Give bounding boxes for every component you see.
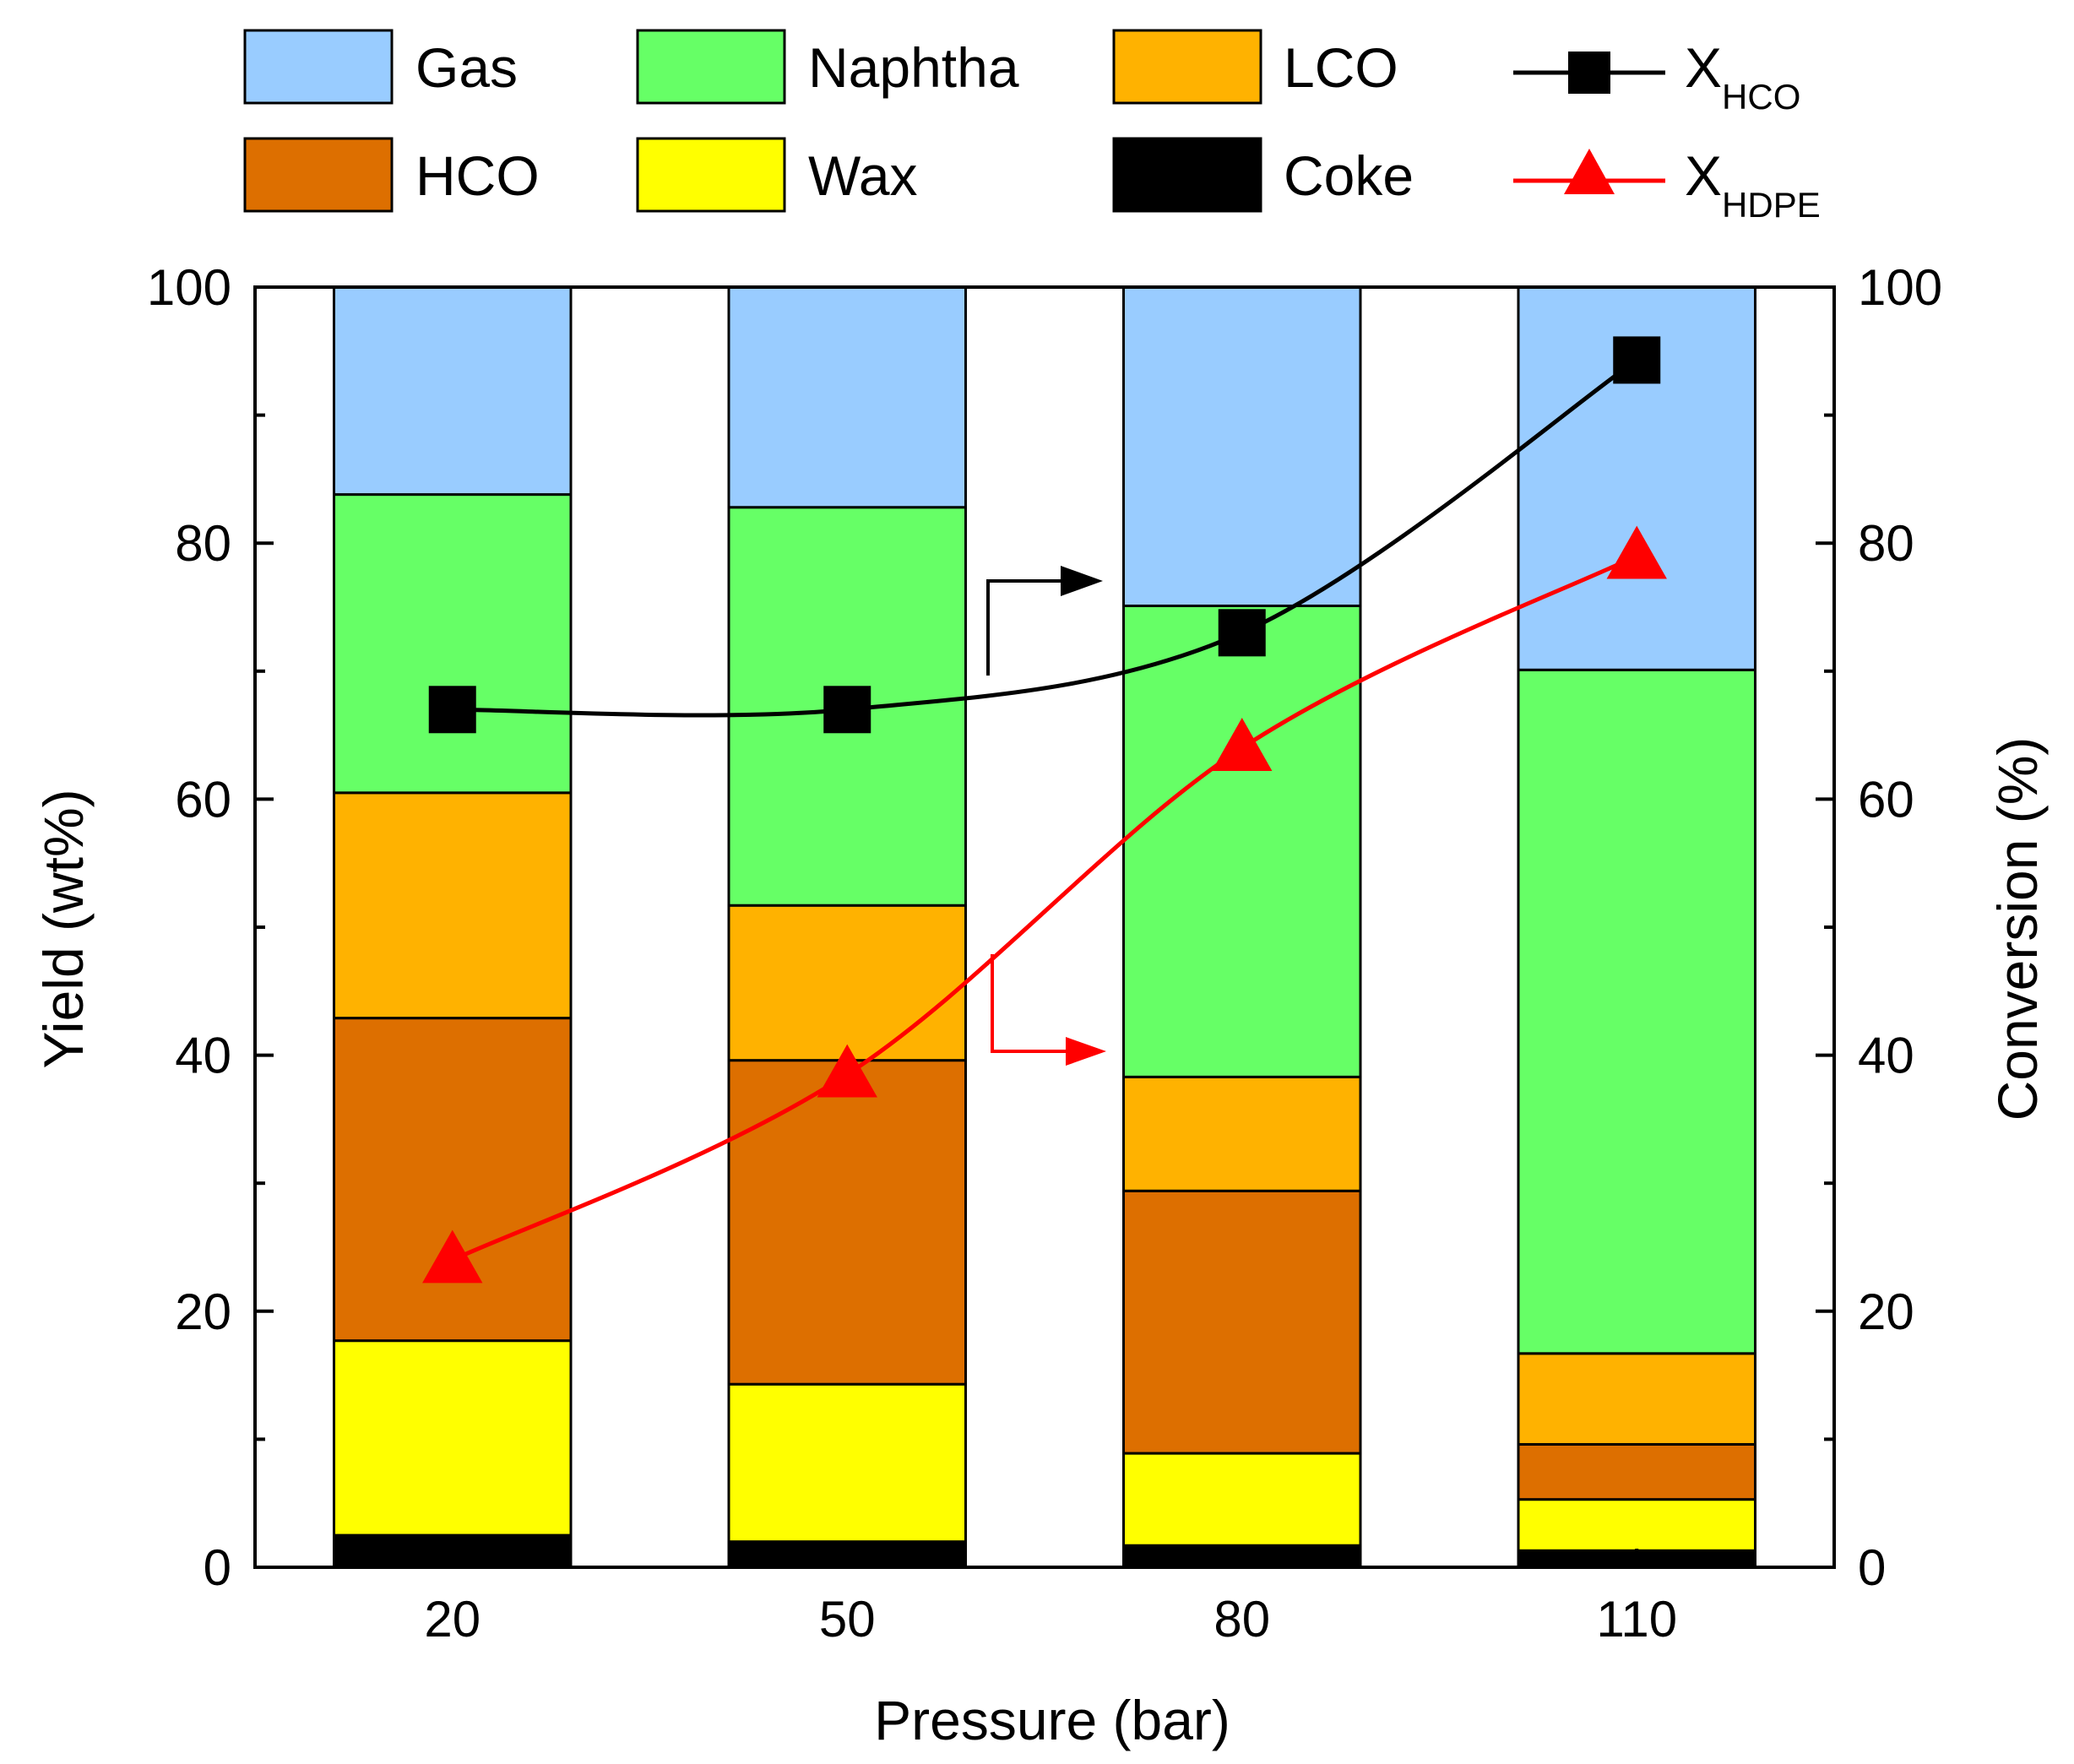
marker-x_hco-110 (1613, 336, 1661, 384)
y-tick-label-40: 40 (175, 1028, 231, 1084)
bar-gas-80 (1122, 285, 1362, 607)
legend-swatch-wax (636, 137, 786, 213)
bar-wax-20 (333, 1339, 573, 1537)
bar-wax-110 (1517, 1498, 1756, 1552)
y-tick-label-0: 0 (204, 1539, 231, 1596)
annotations (986, 566, 1106, 1066)
y2-tick-label-100: 100 (1858, 259, 1942, 316)
marker-x_hco-50 (823, 686, 871, 734)
arrow-head-red (1066, 1037, 1106, 1066)
legend-marker-triangle (1564, 149, 1615, 194)
y-axis-title: Yield (wt%) (32, 789, 95, 1068)
legend-label-hco: HCO (415, 144, 540, 207)
legend-x-hdpe-sub: HDPE (1722, 185, 1821, 225)
bar-gas-20 (333, 285, 573, 497)
bar-gas-50 (727, 285, 967, 509)
bar-lco-110 (1517, 1352, 1756, 1446)
x-tick-label-50: 50 (819, 1591, 876, 1647)
legend-label-coke: Coke (1284, 144, 1414, 207)
conversion-lines (422, 336, 1667, 1284)
bar-wax-80 (1122, 1452, 1362, 1547)
bar-naphtha-80 (1122, 604, 1362, 1078)
y2-tick-label-20: 20 (1858, 1284, 1914, 1340)
y-tick-label-100: 100 (147, 259, 231, 316)
axes: 0 20 40 60 80 100 0 20 40 60 80 100 20 50 80 110 (147, 259, 1942, 1647)
legend-swatch-naphtha (636, 29, 786, 105)
legend: Gas Naphtha LCO HCO Wax Coke XHCO XHDPE (243, 29, 1821, 225)
legend-swatch-gas (243, 29, 394, 105)
y-tick-label-80: 80 (175, 515, 231, 572)
legend-label-gas: Gas (415, 36, 518, 99)
marker-x_hdpe-110 (1606, 525, 1667, 579)
marker-x_hdpe-50 (817, 1044, 877, 1098)
bar-lco-80 (1122, 1075, 1362, 1192)
legend-label-naphtha: Naphtha (808, 36, 1019, 99)
bar-lco-20 (333, 791, 573, 1020)
legend-swatch-hco (243, 137, 394, 213)
legend-label-x-hdpe: XHDPE (1685, 144, 1821, 225)
legend-label-wax: Wax (808, 144, 918, 207)
legend-x-hdpe-main: X (1685, 144, 1722, 207)
y2-tick-label-40: 40 (1858, 1028, 1914, 1084)
marker-x_hco-80 (1218, 609, 1266, 657)
marker-x_hco-20 (428, 686, 476, 734)
bar-naphtha-20 (333, 493, 573, 795)
bar-hco-20 (333, 1017, 573, 1343)
arrow-head-black (1061, 566, 1103, 596)
x-tick-label-80: 80 (1213, 1591, 1270, 1647)
y-tick-label-20: 20 (175, 1284, 231, 1340)
arrow-x-hdpe-to-right-axis (991, 954, 1071, 1053)
y2-tick-label-60: 60 (1858, 771, 1914, 828)
bar-hco-50 (727, 1059, 967, 1386)
bars (333, 285, 1756, 1569)
bar-hco-80 (1122, 1189, 1362, 1455)
line-x_hdpe (451, 554, 1638, 1262)
bar-naphtha-110 (1517, 668, 1756, 1355)
legend-label-x-hco: XHCO (1685, 36, 1800, 117)
y-tick-label-60: 60 (175, 771, 231, 828)
arrow-x-hco-to-right-axis (986, 579, 1066, 676)
legend-x-hco-sub: HCO (1722, 77, 1800, 117)
bar-wax-50 (727, 1382, 967, 1544)
legend-marker-square (1568, 52, 1610, 94)
x-tick-label-20: 20 (424, 1591, 480, 1647)
bar-lco-50 (727, 904, 967, 1062)
x-axis-title: Pressure (bar) (874, 1689, 1230, 1751)
marker-x_hdpe-80 (1212, 718, 1273, 771)
legend-swatch-coke (1112, 137, 1262, 213)
legend-swatch-lco (1112, 29, 1262, 105)
marker-x_hdpe-20 (422, 1229, 483, 1284)
legend-label-lco: LCO (1284, 36, 1398, 99)
y2-axis-title: Conversion (%) (1986, 737, 2049, 1121)
x-tick-label-110: 110 (1596, 1591, 1677, 1647)
y2-tick-label-0: 0 (1858, 1539, 1886, 1596)
legend-x-hco-main: X (1685, 36, 1722, 99)
line-x_hco (452, 358, 1638, 718)
y2-tick-label-80: 80 (1858, 515, 1914, 572)
bar-hco-110 (1517, 1442, 1756, 1501)
